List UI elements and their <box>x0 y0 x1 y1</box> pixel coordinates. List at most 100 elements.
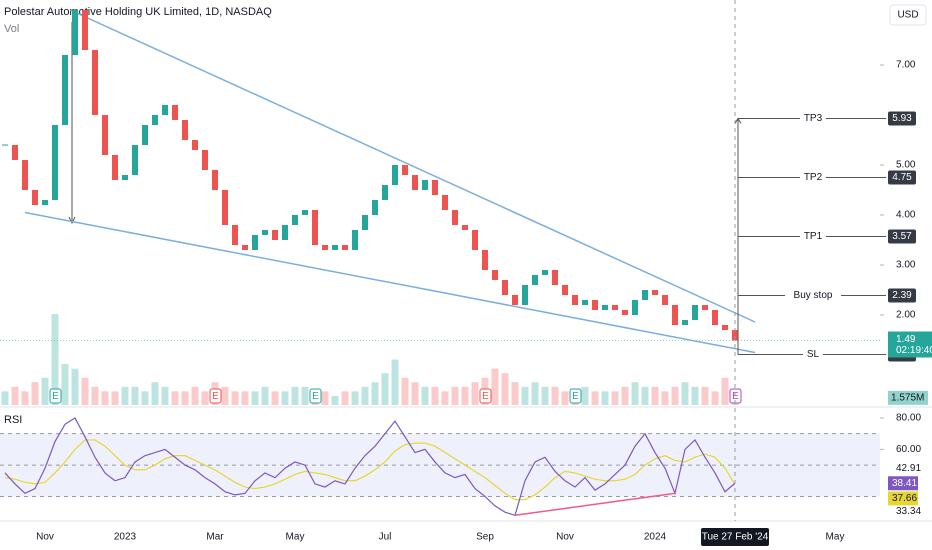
candle <box>522 285 528 305</box>
candle <box>172 105 178 120</box>
candle <box>252 235 258 250</box>
volume-bar <box>501 373 509 405</box>
volume-bar <box>181 391 189 405</box>
candle <box>732 330 738 341</box>
candle <box>102 115 108 155</box>
level-badge <box>888 229 916 244</box>
volume-title: Vol <box>4 23 19 35</box>
volume-bar <box>721 377 729 405</box>
trendline <box>69 9 756 323</box>
candle <box>182 120 188 140</box>
candle <box>362 215 368 230</box>
candle <box>192 140 198 150</box>
volume-bar <box>581 386 589 405</box>
y-tick-label: 5.00 <box>896 160 916 171</box>
volume-bar <box>281 391 289 405</box>
volume-bar <box>601 391 609 405</box>
candle <box>572 295 578 305</box>
candle <box>282 225 288 240</box>
level-label-bg <box>800 111 826 126</box>
level-label: TP3 <box>804 113 823 124</box>
volume-badge <box>888 390 928 405</box>
earnings-label: E <box>482 391 489 402</box>
volume-bar <box>531 382 539 405</box>
level-badge <box>888 111 916 126</box>
volume-bar <box>51 314 59 405</box>
currency-box[interactable] <box>889 4 927 26</box>
level-label: SL <box>807 349 820 360</box>
candle <box>322 245 328 250</box>
candle <box>232 225 238 245</box>
volume-bar <box>61 364 69 405</box>
candle <box>392 165 398 185</box>
volume-bar <box>191 386 199 405</box>
candle <box>492 270 498 280</box>
last-price: 1.49 <box>896 334 916 345</box>
level-label: TP1 <box>804 231 823 242</box>
candle <box>412 175 418 190</box>
candle <box>92 50 98 115</box>
x-tick-label: Jul <box>379 532 392 543</box>
candle <box>122 175 128 180</box>
candle <box>292 215 298 225</box>
volume-bar <box>411 382 419 405</box>
y-tick-label: 4.00 <box>896 210 916 221</box>
earnings-label: E <box>312 391 319 402</box>
volume-bar <box>711 391 719 405</box>
earnings-marker <box>569 388 582 404</box>
candle <box>272 230 278 240</box>
volume-bar <box>41 377 49 405</box>
volume-bar <box>331 395 339 405</box>
volume-bar <box>551 386 559 405</box>
candle <box>672 305 678 325</box>
measure-arrow-head <box>68 216 76 225</box>
volume-bar <box>441 391 449 405</box>
candle <box>622 310 628 315</box>
currency[interactable]: USD <box>897 10 918 21</box>
volume-bar <box>661 391 669 405</box>
volume-bar <box>271 391 279 405</box>
volume-bar <box>11 386 19 405</box>
level-label: Buy stop <box>794 290 833 301</box>
volume-bar <box>541 386 549 405</box>
rsi-ma-line <box>4 439 736 501</box>
volume-bar <box>471 382 479 405</box>
candle <box>302 210 308 215</box>
volume-bar <box>451 386 459 405</box>
trendline <box>24 211 756 354</box>
volume-bar <box>511 382 519 405</box>
volume-bar <box>71 368 79 405</box>
earnings-label: E <box>732 391 739 402</box>
earnings-marker <box>209 388 222 404</box>
x-tick-label: May <box>286 532 305 543</box>
candle <box>702 305 708 310</box>
candle <box>202 150 208 170</box>
level-badge <box>888 170 916 185</box>
candle <box>352 230 358 250</box>
candle <box>562 285 568 295</box>
rsi-ma-badge <box>888 491 918 506</box>
candle <box>162 105 168 115</box>
volume-bar <box>21 391 29 405</box>
y-tick-label: 3.00 <box>896 260 916 271</box>
volume-bar <box>461 386 469 405</box>
candle <box>612 305 618 310</box>
volume-bar <box>651 386 659 405</box>
candle <box>332 245 338 250</box>
level-label-bg <box>803 347 823 362</box>
candle <box>482 250 488 270</box>
candle <box>152 115 158 125</box>
last-price-badge <box>888 331 932 358</box>
volume-bar <box>131 386 139 405</box>
volume-bar <box>351 391 359 405</box>
volume-bar <box>161 386 169 405</box>
rsi-axis-mark: 42.91 <box>896 463 921 474</box>
volume-bar <box>701 386 709 405</box>
candle <box>52 125 58 200</box>
level-label: TP2 <box>804 172 823 183</box>
earnings-marker <box>479 388 492 404</box>
candle <box>552 270 558 285</box>
rsi-ma-last: 37.66 <box>892 493 917 504</box>
candle <box>382 185 388 200</box>
